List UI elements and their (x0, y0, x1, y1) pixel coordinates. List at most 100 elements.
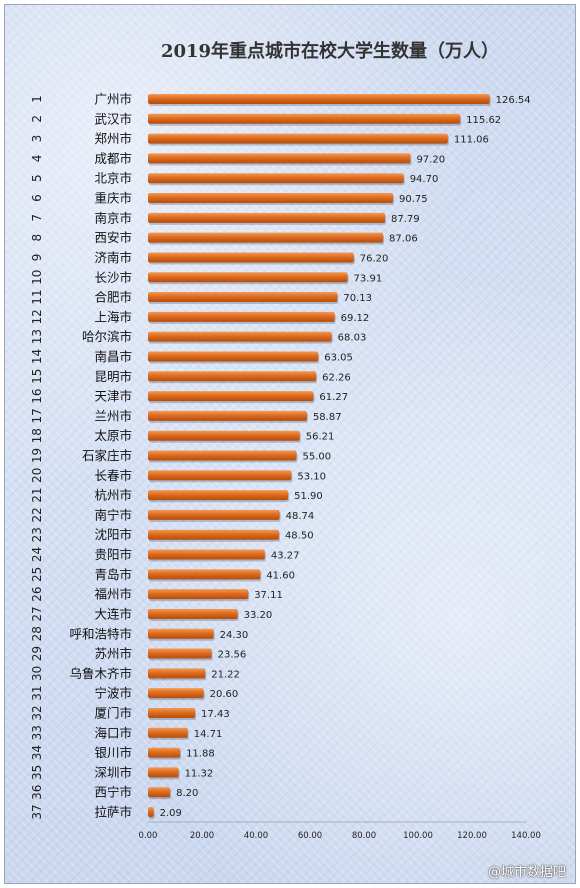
category-label: 上海市 (94, 309, 132, 324)
bar (148, 133, 448, 144)
rank-label: 32 (30, 705, 44, 720)
category-label: 杭州市 (94, 488, 132, 503)
rank-label: 3 (30, 135, 44, 143)
bar (148, 787, 171, 798)
x-tick-label: 20.00 (190, 831, 214, 841)
data-label: 76.20 (360, 253, 389, 264)
category-label: 石家庄市 (82, 448, 132, 463)
bar (148, 173, 404, 184)
bar (148, 391, 314, 402)
bar (148, 94, 490, 104)
category-label: 哈尔滨市 (82, 329, 132, 344)
category-label: 济南市 (94, 250, 132, 265)
bar (148, 470, 292, 481)
bar (148, 292, 338, 303)
bar (148, 688, 204, 699)
data-label: 62.26 (322, 372, 351, 383)
x-tick-label: 0.00 (139, 831, 158, 841)
bar (148, 589, 249, 600)
rank-label: 11 (30, 289, 44, 304)
rank-label: 6 (30, 194, 44, 202)
data-label: 51.90 (294, 491, 323, 502)
data-label: 61.27 (319, 392, 348, 403)
bar (148, 212, 386, 223)
rank-label: 13 (30, 329, 44, 344)
category-label: 南宁市 (94, 507, 132, 522)
category-label: 长春市 (94, 468, 132, 483)
data-label: 87.06 (389, 234, 418, 245)
data-label: 56.21 (306, 432, 335, 443)
rank-label: 14 (30, 349, 44, 364)
category-label: 南京市 (94, 210, 132, 225)
category-label: 银川市 (94, 745, 132, 760)
bar (148, 509, 280, 520)
rank-label: 27 (30, 606, 44, 621)
bar (148, 351, 319, 362)
category-label: 青岛市 (94, 567, 132, 582)
rank-label: 22 (30, 507, 44, 522)
data-label: 90.75 (399, 194, 428, 205)
bar (148, 628, 214, 639)
data-label: 20.60 (210, 689, 239, 700)
data-label: 97.20 (416, 154, 445, 165)
bar (148, 727, 188, 738)
category-label: 合肥市 (94, 290, 132, 305)
rank-label: 35 (30, 765, 44, 780)
category-label: 北京市 (94, 171, 132, 186)
data-label: 58.87 (313, 412, 342, 423)
data-label: 23.56 (218, 650, 247, 661)
data-label: 33.20 (244, 610, 273, 621)
bar (148, 430, 300, 441)
category-label: 深圳市 (94, 765, 132, 780)
rank-label: 36 (30, 785, 44, 800)
category-label: 天津市 (94, 389, 132, 404)
data-label: 53.10 (297, 471, 326, 482)
category-label: 宁波市 (94, 686, 132, 701)
rank-label: 19 (30, 448, 44, 463)
category-label: 武汉市 (94, 111, 132, 126)
data-label: 21.22 (211, 669, 240, 680)
bar (148, 668, 206, 679)
bar (148, 272, 348, 283)
bar (148, 807, 154, 817)
rank-label: 16 (30, 388, 44, 403)
data-label: 2.09 (160, 808, 182, 819)
bar (148, 549, 265, 560)
rank-label: 4 (30, 155, 44, 163)
category-label: 福州市 (94, 587, 132, 602)
rank-label: 10 (30, 270, 44, 285)
bar (148, 371, 317, 382)
rank-label: 24 (30, 547, 44, 562)
rank-label: 28 (30, 626, 44, 641)
rank-label: 20 (30, 468, 44, 483)
rank-label: 12 (30, 309, 44, 324)
data-label: 48.74 (286, 511, 315, 522)
category-label: 太原市 (94, 428, 132, 443)
bar (148, 311, 335, 322)
bar (148, 232, 384, 243)
x-tick-label: 80.00 (352, 831, 376, 841)
category-label: 拉萨市 (94, 805, 132, 820)
bar (148, 490, 289, 501)
bar (148, 648, 212, 659)
rank-label: 5 (30, 174, 44, 182)
category-label: 西宁市 (94, 785, 132, 800)
rank-label: 33 (30, 725, 44, 740)
data-label: 11.88 (186, 749, 215, 760)
category-label: 兰州市 (94, 408, 132, 423)
rank-label: 37 (30, 804, 44, 819)
category-label: 长沙市 (94, 270, 132, 285)
x-tick-label: 120.00 (457, 831, 487, 841)
category-label: 成都市 (94, 151, 132, 166)
data-label: 11.32 (185, 768, 214, 779)
data-label: 17.43 (201, 709, 230, 720)
data-label: 37.11 (254, 590, 283, 601)
data-label: 94.70 (410, 174, 439, 185)
data-label: 87.79 (391, 214, 420, 225)
rank-label: 9 (30, 254, 44, 262)
category-label: 苏州市 (94, 646, 132, 661)
bar (148, 608, 238, 619)
category-label: 昆明市 (94, 369, 132, 384)
bar (148, 569, 261, 580)
